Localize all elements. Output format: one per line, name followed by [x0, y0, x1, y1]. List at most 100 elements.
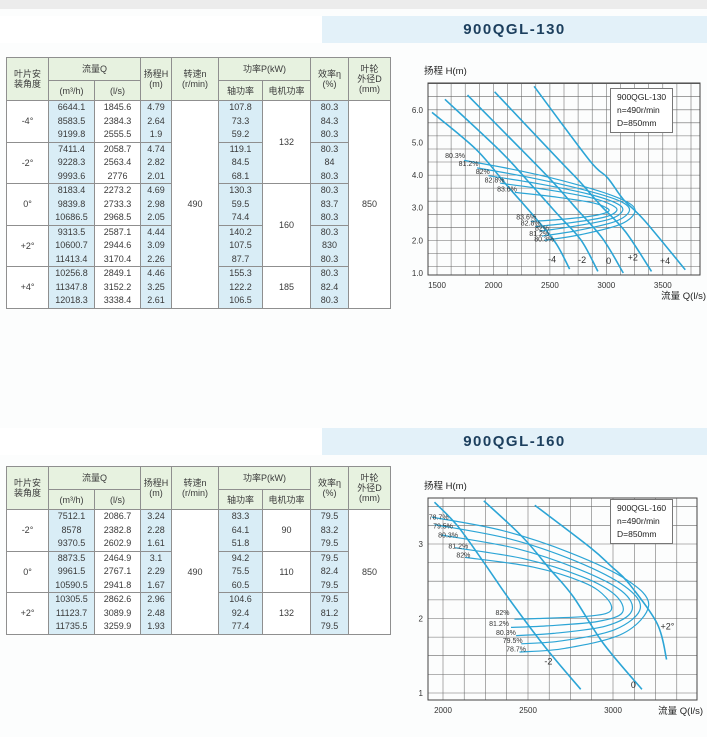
cell-value: 2.61	[147, 295, 165, 305]
hq-curve	[433, 501, 582, 690]
hq-curve	[533, 85, 686, 271]
cell-value: 9993.6	[57, 170, 86, 181]
angle-label: +2°	[660, 622, 674, 632]
efficiency-cell: 79.5 81.2 79.5	[310, 592, 349, 635]
info-speed: n=490r/min	[617, 105, 660, 115]
cell-value: 3.25	[147, 281, 165, 292]
angle-label: 0	[606, 256, 611, 266]
header-head: 扬程H (m)	[140, 466, 172, 510]
speed-cell: 490	[171, 509, 219, 635]
cell-value: 64.1	[231, 524, 250, 535]
cell-value: 2.48	[147, 607, 165, 618]
cell-value: 68.1	[231, 170, 250, 181]
cell-value: 73.3	[231, 115, 250, 126]
efficiency-cell: 80.3 83.7 80.3	[310, 183, 349, 226]
header-speed: 转速n (r/min)	[171, 466, 219, 510]
efficiency-contour	[431, 516, 650, 653]
cell-value: 79.5	[320, 594, 339, 604]
shaft-power-cell: 83.3 64.1 51.8	[218, 509, 263, 552]
flow-ls-cell: 2086.7 2382.8 2602.9	[94, 509, 141, 552]
flow-ls-cell: 2587.1 2944.6 3170.4	[94, 224, 141, 267]
header-impeller-diameter: 叶轮 外径D (mm)	[348, 57, 391, 101]
cell-value: 84.5	[231, 157, 250, 167]
blade-angle-cell: -2°	[6, 509, 49, 552]
head-cell: 3.24 2.28 1.61	[140, 509, 172, 552]
cell-value: 11413.4	[55, 253, 88, 264]
cell-value: 79.5	[320, 579, 339, 590]
table-row: +2° 10305.5 11123.7 11735.5 2862.6 3089.9 3259…	[6, 592, 391, 635]
cell-value: 2968.5	[103, 212, 132, 222]
info-model: 900QGL-160	[617, 503, 667, 513]
flow-ls-cell: 2273.2 2733.3 2968.5	[94, 183, 141, 226]
shaft-power-cell: 140.2 107.5 87.7	[218, 224, 263, 267]
header-m3h: (m³/h)	[48, 489, 95, 510]
efficiency-contour	[500, 182, 618, 228]
cell-value: 80.3	[320, 185, 339, 195]
section-title-band-130: 900QGL-130	[322, 16, 707, 43]
info-model: 900QGL-130	[617, 92, 667, 102]
hq-curve	[431, 111, 571, 270]
cell-value: 10590.5	[55, 579, 88, 590]
cell-value: 77.4	[231, 621, 250, 631]
cell-value: 83.3	[231, 511, 250, 521]
efficiency-label: 82%	[495, 610, 509, 617]
efficiency-contour	[465, 556, 613, 620]
cell-value: 1.67	[147, 579, 165, 590]
cell-value: 155.3	[229, 268, 252, 278]
hq-curve	[444, 98, 599, 272]
cell-value: 11123.7	[55, 607, 88, 618]
cell-value: 4.44	[147, 226, 165, 237]
cell-value: 9313.5	[57, 226, 86, 237]
cell-value: 106.5	[229, 295, 252, 305]
flow-m3h-cell: 8183.4 9839.8 10686.5	[48, 183, 95, 226]
cell-value: 2382.8	[103, 524, 132, 535]
cell-value: 59.5	[231, 198, 250, 209]
motor-power-cell: 132	[262, 100, 311, 184]
efficiency-cell: 80.3 84.3 80.3	[310, 100, 349, 143]
cell-value: 3.09	[147, 240, 165, 250]
cell-value: 1.9	[149, 129, 163, 139]
head-cell: 4.44 3.09 2.26	[140, 224, 172, 267]
cell-value: 84	[324, 157, 335, 167]
header-flow: 流量Q	[48, 57, 141, 81]
header-blade-angle: 叶片安 装角度	[6, 57, 49, 101]
chart-130: 1500 2000 2500 3000 3500 6.0 5.0 4.0 3.0 2.0 1.0 扬程…	[400, 60, 707, 312]
cell-value: 80.3	[320, 212, 339, 222]
x-tick-label: 2500	[519, 706, 537, 715]
cell-value: 2384.3	[103, 115, 132, 126]
efficiency-contour	[463, 159, 636, 241]
cell-value: 74.4	[231, 212, 250, 222]
efficiency-label: 78.7%	[429, 514, 449, 521]
chart-130-info-box: 900QGL-130 n=490r/min D=850mm	[610, 88, 674, 133]
cell-value: 119.1	[229, 143, 252, 154]
flow-ls-cell: 2849.1 3152.2 3338.4	[94, 266, 141, 309]
motor-power-cell: 132	[262, 592, 311, 635]
cell-value: 79.5	[320, 511, 339, 521]
blade-angle-cell: 0°	[6, 183, 49, 226]
cell-value: 2944.6	[103, 240, 132, 250]
chart-160: 2000 2500 3000 3 2 1 扬程 H(m) 流量 Q(l/s) -2 0 +2° 78.…	[400, 468, 707, 732]
plot-border	[427, 497, 698, 701]
y-tick-label: 2	[419, 615, 424, 624]
chart-130-svg: 1500 2000 2500 3000 3500 6.0 5.0 4.0 3.0 2.0 1.0 扬程…	[412, 65, 706, 302]
header-flow: 流量Q	[48, 466, 141, 490]
cell-value: 2.64	[147, 115, 165, 126]
hq-curve	[494, 91, 653, 272]
header-ls: (l/s)	[94, 80, 141, 101]
cell-value: 79.5	[320, 552, 339, 563]
efficiency-label: 79.5%	[503, 638, 523, 645]
x-tick-label: 3000	[597, 281, 615, 290]
efficiency-label: 80.3%	[496, 630, 516, 637]
cell-value: 84.3	[320, 115, 339, 126]
angle-label: +4	[660, 256, 670, 266]
cell-value: 10256.8	[55, 268, 88, 278]
cell-value: 94.2	[231, 552, 250, 563]
efficiency-contour	[488, 175, 624, 232]
cell-value: 3338.4	[103, 295, 132, 305]
pump-table-160: 叶片安 装角度 流量Q 扬程H (m) 转速n (r/min) 功率P(kW) 效率η…	[6, 466, 391, 635]
cell-value: 122.2	[229, 281, 252, 292]
angle-label: -2	[578, 255, 586, 265]
table-row: -2° 7512.1 8578 9370.5 2086.7 2382.8 2602.9 3.2…	[6, 509, 391, 635]
cell-value: 2733.3	[103, 198, 132, 209]
hq-curve	[534, 504, 668, 660]
